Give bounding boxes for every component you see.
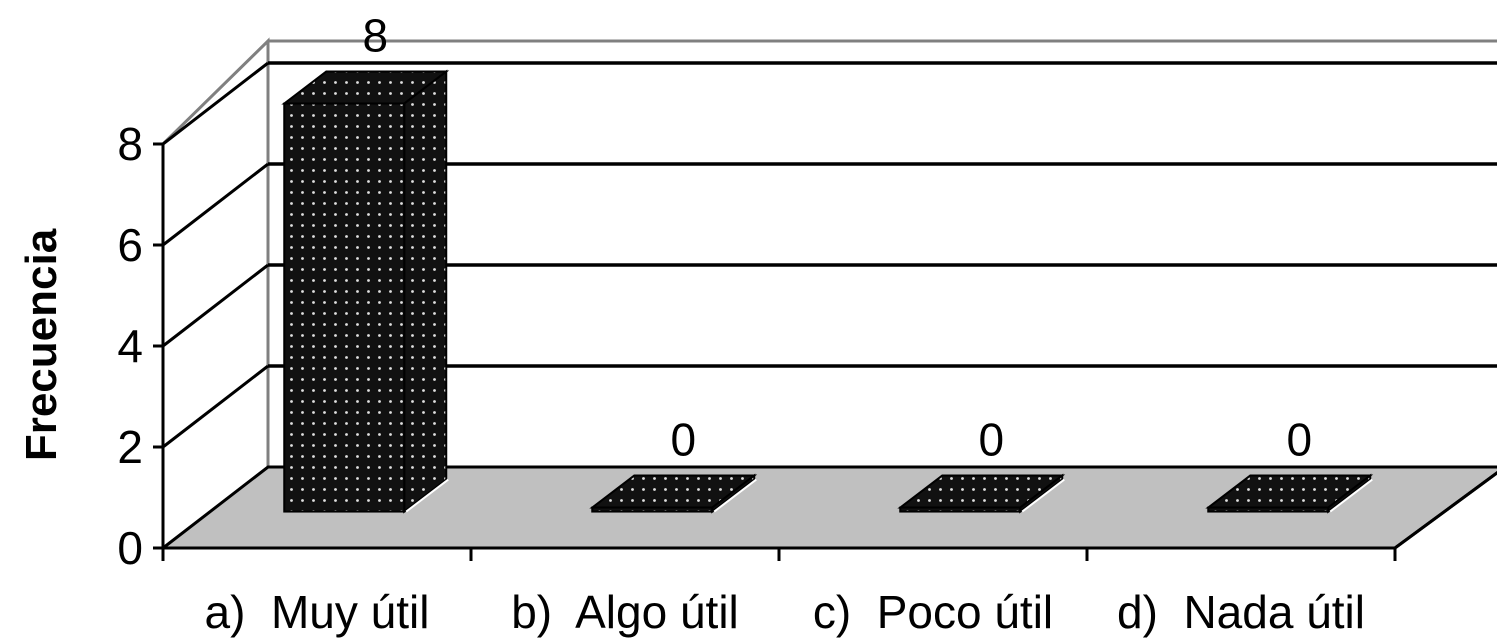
bar-front xyxy=(591,506,714,513)
bar-front xyxy=(1207,506,1330,513)
x-category-label: c) Poco útil xyxy=(813,586,1053,638)
bar xyxy=(589,473,758,514)
bar xyxy=(897,473,1066,514)
data-label: 8 xyxy=(362,10,388,62)
gridline-side xyxy=(162,162,269,247)
y-tick-label: 0 xyxy=(117,522,143,574)
bar-highlight xyxy=(405,478,449,513)
bar xyxy=(281,69,450,514)
y-tick-label: 4 xyxy=(117,320,143,372)
bar-front xyxy=(899,506,1022,513)
chart-walls xyxy=(158,37,1497,550)
bars xyxy=(281,69,1374,514)
data-label: 0 xyxy=(670,414,696,466)
bar-highlight xyxy=(713,478,757,513)
bar-side xyxy=(403,69,448,514)
labels: 0 2 4 6 8 8 0 0 0 a) Muy útil b) Algo útil c) Poco … xyxy=(117,10,1365,638)
bar-front xyxy=(283,102,406,513)
x-category-label: a) Muy útil xyxy=(205,586,430,638)
y-tick-label: 6 xyxy=(117,219,143,271)
data-label: 0 xyxy=(978,414,1004,466)
y-tick-label: 8 xyxy=(117,118,143,170)
floor-right-edge xyxy=(1394,471,1497,550)
bar xyxy=(1205,473,1374,514)
gridlines xyxy=(162,61,1497,449)
axes xyxy=(153,142,1497,561)
gridline-side xyxy=(162,61,269,146)
gridline-side xyxy=(162,263,269,348)
x-category-label: b) Algo útil xyxy=(511,586,739,638)
back-wall xyxy=(268,41,1497,467)
x-category-label: d) Nada útil xyxy=(1117,586,1365,638)
bar-highlight xyxy=(1329,478,1373,513)
data-label: 0 xyxy=(1286,414,1312,466)
bar-highlight xyxy=(1021,478,1065,513)
y-axis-title: Frecuencia xyxy=(17,228,66,461)
y-tick-label: 2 xyxy=(117,421,143,473)
gridline-side xyxy=(162,364,269,449)
